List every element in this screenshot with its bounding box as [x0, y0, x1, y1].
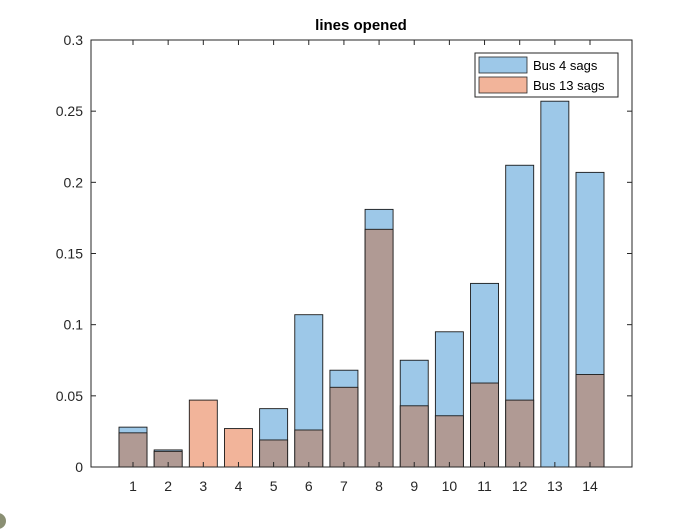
x-tick-label: 3 [199, 478, 207, 494]
legend-swatch-bus-13 [478, 76, 528, 94]
x-tick-label: 12 [512, 478, 528, 494]
y-tick-label: 0.15 [56, 246, 83, 262]
legend-label-bus-4: Bus 4 sags [533, 58, 598, 73]
chart-title: lines opened [315, 17, 407, 34]
x-tick-label: 7 [340, 478, 348, 494]
bar-bus-4-13 [540, 100, 570, 468]
ticks-layer: 1 2 3 4 5 6 7 8 9 10 11 12 13 1400.050.10.150.20.250.… [56, 32, 632, 494]
x-tick-label: 13 [547, 478, 563, 494]
y-tick-label: 0.2 [64, 174, 84, 190]
bar-overlap-8 [364, 228, 394, 468]
x-tick-label: 11 [477, 478, 492, 494]
y-tick-label: 0.1 [64, 317, 84, 333]
x-tick-label: 10 [442, 478, 458, 494]
bar-overlap-1 [118, 432, 148, 468]
bar-overlap-11 [470, 382, 499, 468]
bar-overlap-10 [434, 415, 464, 468]
y-tick-label: 0.25 [56, 103, 83, 119]
y-tick-label: 0.3 [64, 32, 84, 48]
y-tick-label: 0 [75, 459, 83, 475]
x-tick-label: 8 [375, 478, 383, 494]
bars-layer [118, 100, 605, 468]
legend-swatch-bus-4 [478, 56, 528, 74]
bar-overlap-9 [399, 405, 429, 468]
corner-mark [0, 513, 6, 529]
x-tick-label: 9 [410, 478, 418, 494]
x-tick-label: 1 [129, 478, 137, 494]
bar-bus-13-4 [224, 428, 253, 468]
legend-label-bus-13: Bus 13 sags [533, 78, 605, 93]
bar-overlap-6 [294, 429, 324, 468]
bar-overlap-14 [575, 374, 605, 468]
x-tick-label: 14 [582, 478, 598, 494]
x-tick-label: 2 [164, 478, 172, 494]
y-tick-label: 0.05 [56, 388, 83, 404]
x-tick-label: 5 [270, 478, 278, 494]
bar-overlap-7 [329, 386, 359, 468]
x-tick-label: 6 [305, 478, 313, 494]
bar-overlap-12 [505, 399, 535, 468]
legend: Bus 4 sags Bus 13 sags [474, 52, 619, 98]
bar-bus-13-3 [188, 399, 218, 468]
x-tick-label: 4 [235, 478, 243, 494]
